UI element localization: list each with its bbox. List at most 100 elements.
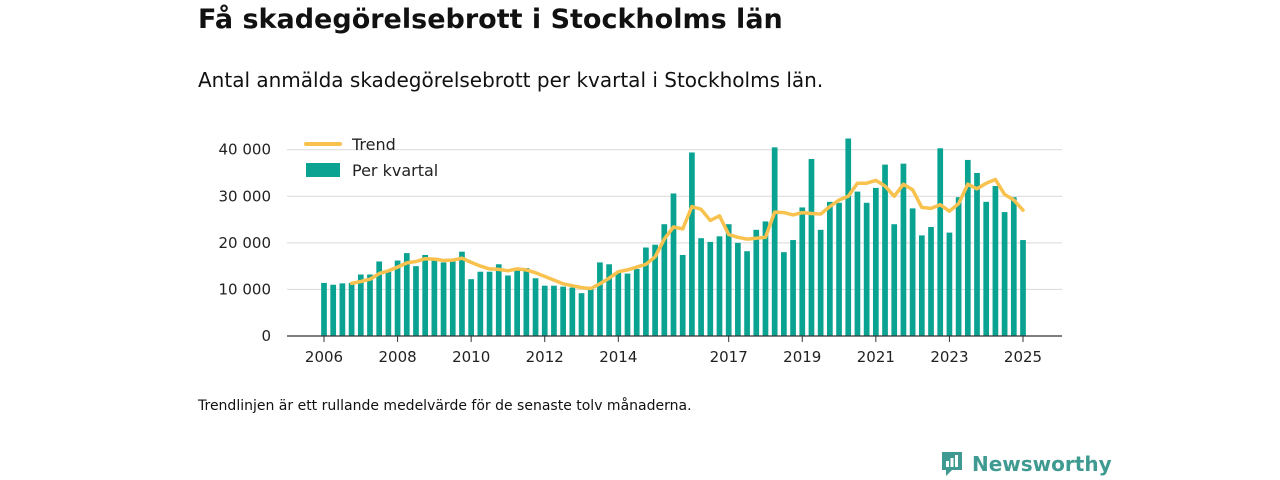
newsworthy-logo-icon bbox=[942, 452, 962, 476]
bar bbox=[735, 242, 741, 336]
bar bbox=[753, 229, 760, 336]
bar bbox=[367, 274, 373, 336]
bar bbox=[918, 235, 925, 336]
bar bbox=[661, 224, 668, 336]
bar bbox=[725, 224, 732, 336]
bar bbox=[790, 240, 796, 336]
bar bbox=[955, 197, 962, 336]
bar bbox=[495, 264, 502, 336]
bar bbox=[974, 172, 980, 336]
bar bbox=[348, 282, 355, 336]
bar bbox=[532, 278, 539, 336]
x-tick-label: 2008 bbox=[378, 348, 416, 366]
bar bbox=[781, 252, 787, 336]
bar bbox=[643, 247, 649, 336]
bar bbox=[468, 279, 475, 336]
bar bbox=[587, 289, 594, 336]
bar bbox=[983, 201, 990, 336]
bar bbox=[477, 271, 484, 336]
bar bbox=[394, 260, 401, 336]
bar bbox=[357, 274, 364, 336]
footnote: Trendlinjen är ett rullande medelvärde f… bbox=[198, 398, 692, 414]
bar bbox=[744, 251, 750, 336]
bar bbox=[928, 227, 934, 336]
brand-name: Newsworthy bbox=[972, 452, 1112, 476]
x-tick-label: 2017 bbox=[710, 348, 748, 366]
bar bbox=[403, 253, 410, 336]
bar bbox=[413, 266, 419, 336]
bar bbox=[514, 268, 520, 336]
bar bbox=[909, 208, 916, 336]
bar bbox=[799, 207, 806, 336]
bar bbox=[992, 186, 999, 336]
bar bbox=[321, 282, 327, 336]
y-tick-label: 10 000 bbox=[219, 280, 272, 298]
bar bbox=[1001, 212, 1008, 336]
bar bbox=[459, 251, 465, 336]
bar bbox=[937, 148, 944, 336]
bar bbox=[615, 271, 622, 336]
legend-bar-label: Per kvartal bbox=[352, 161, 438, 180]
x-tick-label: 2010 bbox=[452, 348, 490, 366]
bar bbox=[891, 224, 898, 336]
x-tick-label: 2012 bbox=[526, 348, 564, 366]
x-tick-label: 2023 bbox=[930, 348, 968, 366]
y-tick-label: 0 bbox=[261, 327, 271, 345]
bar bbox=[872, 187, 879, 336]
axes: 0 10 000 20 000 30 000 40 000 2006 2008 2010 201… bbox=[219, 141, 1062, 366]
bar bbox=[964, 159, 971, 336]
bar bbox=[808, 159, 815, 336]
bar bbox=[670, 193, 677, 336]
bar bbox=[385, 271, 392, 336]
bar bbox=[845, 138, 852, 336]
bar bbox=[486, 271, 493, 336]
bar bbox=[854, 191, 861, 336]
y-tick-label: 40 000 bbox=[219, 141, 272, 159]
bar bbox=[771, 147, 778, 336]
legend-trend-label: Trend bbox=[351, 135, 396, 154]
bar bbox=[762, 221, 769, 336]
legend: Trend Per kvartal bbox=[304, 135, 438, 180]
y-tick-label: 20 000 bbox=[219, 234, 272, 252]
bar bbox=[505, 275, 511, 336]
x-tick-label: 2025 bbox=[1004, 348, 1042, 366]
chart-subtitle: Antal anmälda skadegörelsebrott per kvar… bbox=[198, 68, 824, 92]
x-tick-label: 2019 bbox=[783, 348, 821, 366]
x-tick-label: 2021 bbox=[857, 348, 895, 366]
x-tick-label: 2006 bbox=[305, 348, 343, 366]
bar bbox=[716, 236, 723, 336]
bar bbox=[541, 285, 548, 336]
bar bbox=[339, 283, 346, 336]
trend-series bbox=[349, 177, 1025, 291]
bar bbox=[827, 201, 833, 336]
bar bbox=[1010, 197, 1017, 336]
bar bbox=[633, 268, 640, 336]
x-tick-label: 2014 bbox=[599, 348, 637, 366]
bar bbox=[449, 261, 456, 336]
bar bbox=[440, 262, 447, 336]
bar bbox=[679, 254, 686, 336]
brand[interactable]: Newsworthy bbox=[940, 450, 1112, 478]
bar bbox=[1020, 240, 1026, 336]
bar bbox=[900, 163, 907, 336]
trend-line bbox=[349, 177, 1025, 291]
chart-area: 0 10 000 20 000 30 000 40 000 2006 2008 2010 201… bbox=[219, 135, 1062, 366]
bar bbox=[698, 238, 704, 336]
bar bbox=[569, 287, 576, 336]
bar bbox=[882, 164, 888, 336]
bar bbox=[551, 285, 557, 336]
bar bbox=[560, 286, 566, 336]
bar bbox=[422, 254, 429, 336]
bar bbox=[946, 232, 953, 336]
legend-bar-swatch bbox=[306, 163, 340, 177]
bar bbox=[624, 273, 631, 336]
bar bbox=[817, 229, 824, 336]
bar bbox=[578, 293, 585, 336]
bar bbox=[330, 284, 337, 336]
bar bbox=[376, 261, 383, 336]
bar bbox=[606, 264, 612, 336]
y-tick-label: 30 000 bbox=[219, 187, 272, 205]
bar bbox=[523, 267, 530, 336]
bar-series bbox=[321, 138, 1026, 336]
bar bbox=[863, 202, 870, 336]
